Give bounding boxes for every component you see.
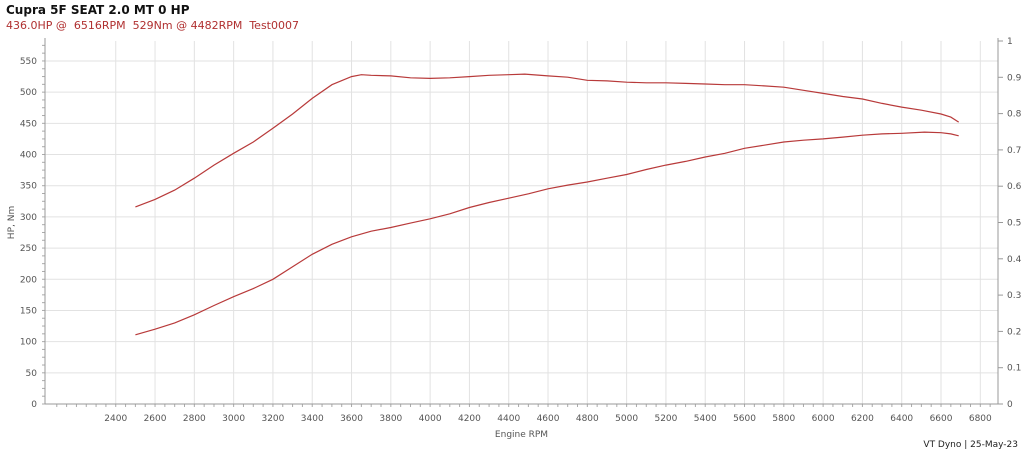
torque-curve <box>135 73 960 208</box>
y2-tick-label: 0.1 <box>1007 364 1021 374</box>
y-tick-label: 500 <box>20 88 37 98</box>
chart-subtitle: 436.0HP @ 6516RPM 529Nm @ 4482RPM Test00… <box>6 19 299 32</box>
y-tick-label: 300 <box>20 213 37 223</box>
y-tick-label: 400 <box>20 151 37 161</box>
y-tick-label: 350 <box>20 182 37 192</box>
x-tick-label: 5800 <box>772 414 795 424</box>
y2-tick-label: 1 <box>1007 37 1013 47</box>
y-axis-label: HP, Nm <box>7 206 17 239</box>
x-tick-label: 4400 <box>497 414 520 424</box>
y-tick-label: 200 <box>20 275 37 285</box>
x-tick-label: 3200 <box>261 414 284 424</box>
y2-tick-label: 0.8 <box>1007 110 1022 120</box>
power-curve <box>135 131 959 336</box>
y2-tick-label: 0.5 <box>1007 219 1021 229</box>
x-axis-label: Engine RPM <box>495 430 548 440</box>
y-tick-label: 50 <box>26 369 38 379</box>
y-tick-label: 0 <box>31 400 37 410</box>
x-tick-label: 3000 <box>222 414 245 424</box>
y-tick-label: 450 <box>20 119 37 129</box>
y-tick-label: 550 <box>20 57 37 67</box>
x-tick-label: 2800 <box>183 414 206 424</box>
x-tick-label: 4200 <box>458 414 481 424</box>
y-tick-label: 100 <box>20 338 37 348</box>
x-tick-label: 6000 <box>812 414 835 424</box>
x-tick-label: 2600 <box>144 414 167 424</box>
y2-tick-label: 0.2 <box>1007 327 1021 337</box>
chart-title: Cupra 5F SEAT 2.0 MT 0 HP <box>6 3 190 17</box>
x-tick-label: 4000 <box>419 414 442 424</box>
x-tick-label: 5200 <box>654 414 677 424</box>
x-tick-label: 3600 <box>340 414 363 424</box>
x-tick-label: 6400 <box>890 414 913 424</box>
y-tick-label: 250 <box>20 244 37 254</box>
x-tick-label: 6200 <box>851 414 874 424</box>
footer-credit: VT Dyno | 25-May-23 <box>923 440 1018 450</box>
x-tick-label: 5000 <box>615 414 638 424</box>
x-tick-label: 4800 <box>576 414 599 424</box>
x-tick-label: 3800 <box>379 414 402 424</box>
y2-tick-label: 0.3 <box>1007 291 1021 301</box>
x-tick-label: 5600 <box>733 414 756 424</box>
y2-tick-label: 0.9 <box>1007 73 1022 83</box>
x-tick-label: 2400 <box>104 414 127 424</box>
y2-tick-label: 0.4 <box>1007 255 1022 265</box>
y2-tick-label: 0.7 <box>1007 146 1021 156</box>
y-tick-label: 150 <box>20 306 37 316</box>
x-tick-label: 6800 <box>969 414 992 424</box>
x-tick-label: 3400 <box>301 414 324 424</box>
x-tick-label: 6600 <box>930 414 953 424</box>
x-tick-label: 4600 <box>537 414 560 424</box>
x-tick-label: 5400 <box>694 414 717 424</box>
y2-tick-label: 0 <box>1007 400 1013 410</box>
y2-tick-label: 0.6 <box>1007 182 1022 192</box>
